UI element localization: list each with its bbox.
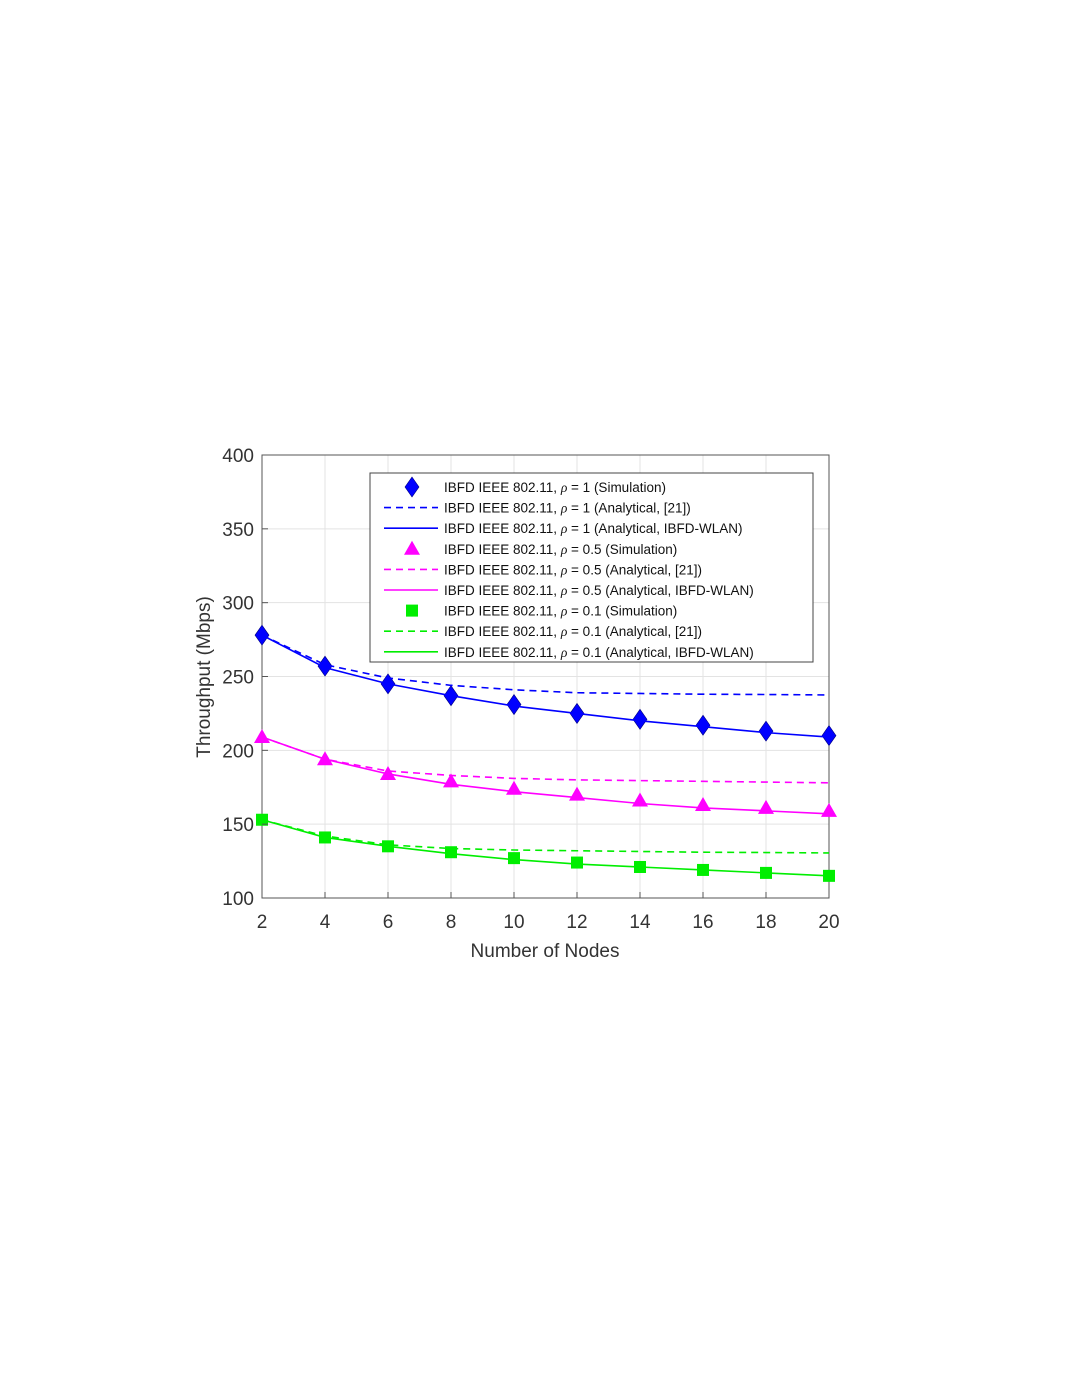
- legend-label-rho: ρ: [560, 624, 568, 639]
- series-layer: [254, 624, 837, 882]
- x-tick-label: 2: [257, 912, 268, 933]
- legend-label: IBFD IEEE 802.11, ρ = 1 (Simulation): [444, 480, 666, 495]
- legend-label: IBFD IEEE 802.11, ρ = 0.1 (Analytical, I…: [444, 645, 754, 660]
- data-point: [380, 765, 396, 780]
- legend-label: IBFD IEEE 802.11, ρ = 0.5 (Simulation): [444, 542, 677, 557]
- x-axis-label: Number of Nodes: [471, 941, 620, 962]
- data-point: [571, 856, 583, 869]
- legend-entry: IBFD IEEE 802.11, ρ = 0.1 (Simulation): [406, 604, 677, 619]
- y-tick-label: 200: [222, 741, 254, 762]
- legend-entry: IBFD IEEE 802.11, ρ = 0.5 (Analytical, I…: [384, 583, 754, 598]
- legend-label-prefix: IBFD IEEE 802.11,: [444, 521, 561, 536]
- legend-label-rho: ρ: [560, 583, 568, 598]
- y-tick-label: 300: [222, 594, 254, 615]
- y-axis-label: Throughput (Mbps): [194, 596, 215, 758]
- legend-label-suffix: = 1 (Analytical, [21]): [567, 501, 690, 516]
- legend-label-rho: ρ: [560, 480, 568, 495]
- y-tick-label: 150: [222, 815, 254, 836]
- legend-entry: IBFD IEEE 802.11, ρ = 1 (Simulation): [404, 476, 666, 498]
- series-8: [261, 818, 830, 877]
- legend-label-suffix: = 1 (Simulation): [567, 480, 666, 495]
- data-point: [695, 714, 711, 736]
- legend-label-suffix: = 0.1 (Analytical, [21]): [567, 624, 702, 639]
- data-point: [254, 729, 270, 744]
- x-tick-label: 4: [320, 912, 331, 933]
- x-tick-label: 16: [692, 912, 713, 933]
- legend-label-prefix: IBFD IEEE 802.11,: [444, 480, 561, 495]
- series-4: [261, 736, 830, 784]
- legend-label-rho: ρ: [560, 604, 568, 619]
- legend-marker: [406, 604, 418, 617]
- legend-label-prefix: IBFD IEEE 802.11,: [444, 542, 561, 557]
- legend-entry: IBFD IEEE 802.11, ρ = 0.1 (Analytical, […: [384, 624, 702, 639]
- legend-box: [369, 472, 814, 663]
- series-line: [261, 818, 830, 854]
- legend-label-rho: ρ: [560, 645, 568, 660]
- y-tick-label: 350: [222, 520, 254, 541]
- x-tick-label: 6: [383, 912, 394, 933]
- series-line: [261, 736, 830, 815]
- data-point: [506, 694, 522, 716]
- legend-marker: [404, 476, 420, 498]
- legend-label-prefix: IBFD IEEE 802.11,: [444, 604, 561, 619]
- series-7: [261, 818, 830, 854]
- legend-label-rho: ρ: [560, 542, 568, 557]
- legend-entry: IBFD IEEE 802.11, ρ = 1 (Analytical, [21…: [384, 501, 691, 516]
- series-line: [261, 736, 830, 784]
- series-line: [261, 818, 830, 877]
- data-point: [508, 852, 520, 865]
- x-tick-label: 10: [503, 912, 524, 933]
- legend-label-rho: ρ: [560, 521, 568, 536]
- data-point: [632, 708, 648, 730]
- legend-label: IBFD IEEE 802.11, ρ = 0.1 (Simulation): [444, 604, 677, 619]
- series-5: [261, 736, 830, 815]
- legend-label-suffix: = 0.5 (Analytical, [21]): [567, 562, 702, 577]
- series-line: [261, 634, 830, 696]
- legend-label-prefix: IBFD IEEE 802.11,: [444, 645, 561, 660]
- y-tick-label: 250: [222, 668, 254, 689]
- data-point: [821, 802, 837, 817]
- legend-label: IBFD IEEE 802.11, ρ = 1 (Analytical, IBF…: [444, 521, 742, 536]
- series-line: [261, 634, 830, 738]
- legend-label: IBFD IEEE 802.11, ρ = 0.5 (Analytical, […: [444, 562, 702, 577]
- axis-ticks: 2 4 6 8 10 12 14 16 18 20 100 150 200 250 300 350 400: [222, 446, 839, 933]
- legend-label-prefix: IBFD IEEE 802.11,: [444, 583, 561, 598]
- x-tick-label: 12: [566, 912, 587, 933]
- legend-label-suffix: = 1 (Analytical, IBFD-WLAN): [567, 521, 742, 536]
- legend-label-prefix: IBFD IEEE 802.11,: [444, 562, 561, 577]
- series-3: [254, 729, 837, 817]
- y-tick-label: 100: [222, 889, 254, 910]
- legend-label-suffix: = 0.1 (Simulation): [567, 604, 677, 619]
- series-2: [261, 634, 830, 738]
- legend-entry: IBFD IEEE 802.11, ρ = 1 (Analytical, IBF…: [384, 521, 742, 536]
- legend-label: IBFD IEEE 802.11, ρ = 0.1 (Analytical, […: [444, 624, 702, 639]
- series-1: [261, 634, 830, 696]
- legend-entry: IBFD IEEE 802.11, ρ = 0.1 (Analytical, I…: [384, 645, 754, 660]
- data-point: [821, 725, 837, 747]
- x-tick-label: 20: [818, 912, 839, 933]
- data-point: [317, 751, 333, 766]
- legend-label-prefix: IBFD IEEE 802.11,: [444, 501, 561, 516]
- legend-label-suffix: = 0.5 (Analytical, IBFD-WLAN): [567, 583, 753, 598]
- legend-label-suffix: = 0.1 (Analytical, IBFD-WLAN): [567, 645, 753, 660]
- data-point: [758, 720, 774, 742]
- x-tick-label: 8: [446, 912, 457, 933]
- legend-label: IBFD IEEE 802.11, ρ = 1 (Analytical, [21…: [444, 501, 691, 516]
- legend-label-rho: ρ: [560, 562, 568, 577]
- legend-marker: [404, 540, 420, 555]
- legend-label: IBFD IEEE 802.11, ρ = 0.5 (Analytical, I…: [444, 583, 754, 598]
- x-tick-label: 18: [755, 912, 776, 933]
- legend-label-suffix: = 0.5 (Simulation): [567, 542, 677, 557]
- legend-entry: IBFD IEEE 802.11, ρ = 0.5 (Simulation): [404, 540, 677, 557]
- y-tick-label: 400: [222, 446, 254, 467]
- legend-label-prefix: IBFD IEEE 802.11,: [444, 624, 561, 639]
- x-tick-label: 14: [629, 912, 651, 933]
- legend: IBFD IEEE 802.11, ρ = 1 (Simulation)IBFD…: [369, 472, 814, 663]
- legend-entry: IBFD IEEE 802.11, ρ = 0.5 (Analytical, […: [384, 562, 702, 577]
- legend-label-rho: ρ: [560, 501, 568, 516]
